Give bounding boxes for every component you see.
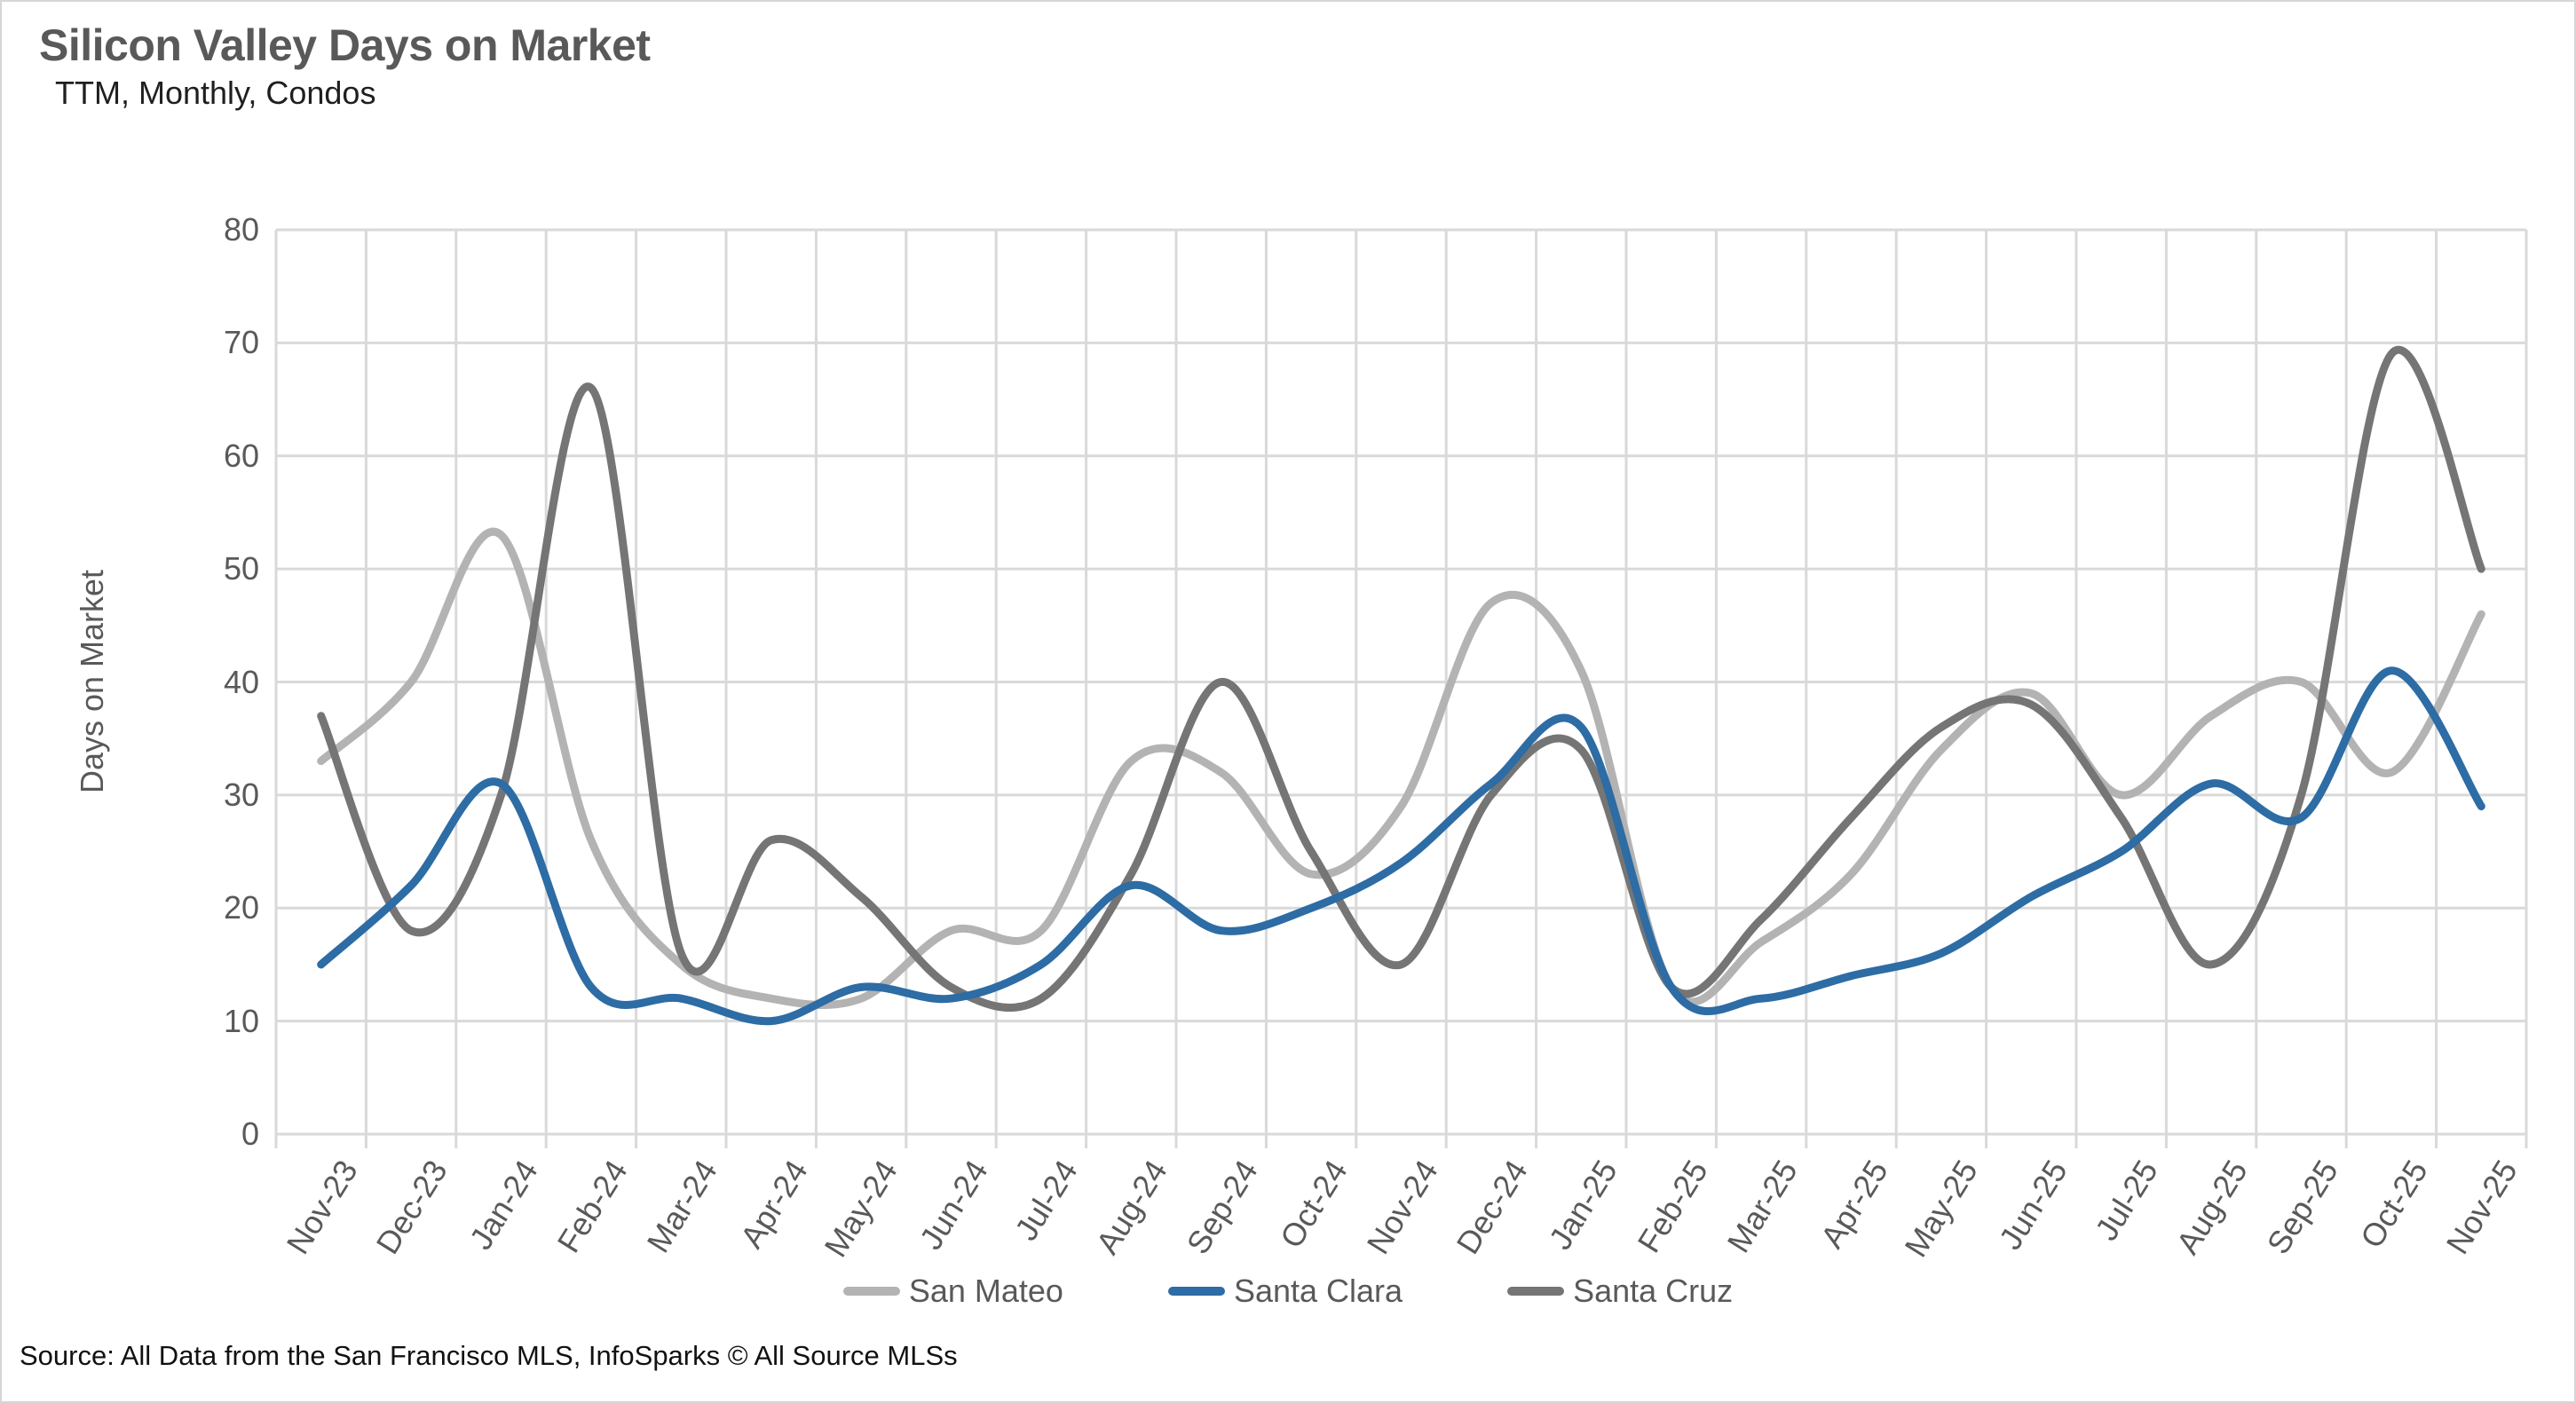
legend-item-santa-clara: Santa Clara (1167, 1273, 1403, 1310)
chart-title: Silicon Valley Days on Market (39, 20, 651, 70)
chart-subtitle: TTM, Monthly, Condos (55, 75, 376, 111)
legend-label: Santa Cruz (1573, 1273, 1734, 1309)
y-tick-label: 80 (223, 211, 259, 248)
y-tick-label: 50 (223, 550, 259, 587)
legend-label: Santa Clara (1233, 1273, 1403, 1309)
gridlines (274, 228, 2528, 1136)
legend-swatch-icon (842, 1287, 900, 1296)
legend: San Mateo Santa Clara Santa Cruz (2, 1273, 2574, 1310)
legend-item-santa-cruz: Santa Cruz (1507, 1273, 1733, 1310)
series-line-santa-clara (317, 666, 2485, 1026)
series-line-san-mateo (317, 527, 2485, 1009)
series-lines (317, 346, 2485, 1026)
axis-tick-marks (274, 1134, 2528, 1148)
y-tick-label: 20 (223, 889, 259, 926)
y-tick-label: 70 (223, 324, 259, 361)
source-note: Source: All Data from the San Francisco … (20, 1340, 958, 1371)
y-tick-label: 30 (223, 776, 259, 813)
legend-swatch-icon (1507, 1287, 1565, 1296)
legend-label: San Mateo (908, 1273, 1063, 1309)
series-line-santa-cruz (317, 346, 2485, 1013)
legend-swatch-icon (1167, 1287, 1225, 1296)
y-tick-label: 40 (223, 663, 259, 700)
y-tick-label: 0 (241, 1115, 259, 1152)
y-tick-label: 10 (223, 1002, 259, 1039)
legend-item-san-mateo: San Mateo (842, 1273, 1063, 1310)
y-tick-label: 60 (223, 437, 259, 474)
